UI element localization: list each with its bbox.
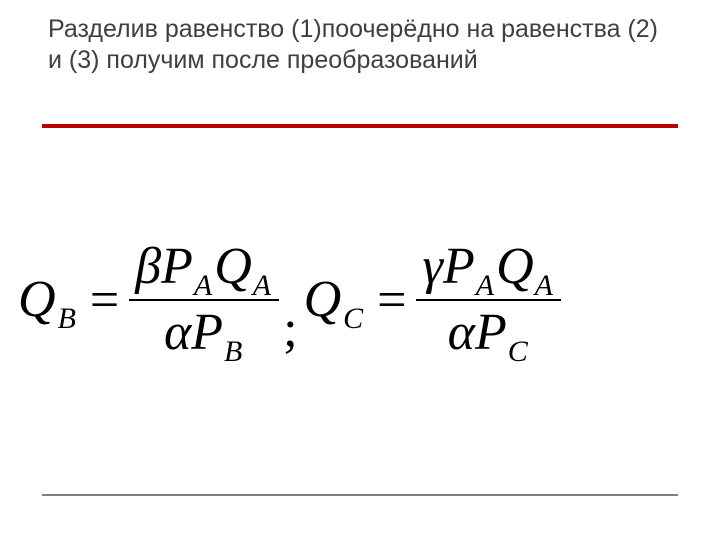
- eq2-denominator: α P C: [442, 305, 536, 361]
- eq2-num-greek: γ: [422, 241, 443, 293]
- eq1-den-greek: α: [164, 307, 191, 359]
- eq1-den-v1: P: [191, 307, 223, 359]
- slide: Разделив равенство (1)поочерёдно на раве…: [0, 0, 720, 540]
- eq1-den-s1: B: [224, 337, 242, 367]
- equation-row: Q B = β P A Q A α P B ;: [18, 215, 708, 385]
- title-underline: [42, 124, 678, 128]
- eq1-lhs: Q B: [18, 274, 76, 326]
- bottom-divider: [42, 494, 678, 496]
- eq2-num-v1: P: [443, 241, 475, 293]
- formula-block: Q B = β P A Q A α P B ;: [18, 215, 708, 385]
- eq2-fraction: γ P A Q A α P C: [416, 239, 560, 362]
- equation-separator: ;: [283, 300, 297, 359]
- eq1-lhs-var: Q: [18, 274, 56, 326]
- eq1-num-s2: A: [253, 271, 271, 301]
- eq1-denominator: α P B: [158, 305, 250, 361]
- eq1-fraction: β P A Q A α P B: [129, 239, 279, 362]
- eq2-lhs-sub: C: [343, 302, 363, 336]
- eq2-equals: =: [377, 271, 406, 330]
- eq2-num-s2: A: [535, 271, 553, 301]
- eq2-den-s1: C: [508, 337, 528, 367]
- eq2-num-s1: A: [476, 271, 494, 301]
- eq1-equals: =: [90, 271, 119, 330]
- eq2-numerator: γ P A Q A: [416, 239, 560, 295]
- eq1-num-s1: A: [194, 271, 212, 301]
- eq2-lhs: Q C: [304, 274, 364, 326]
- eq1-num-greek: β: [135, 241, 161, 293]
- eq1-lhs-sub: B: [58, 302, 76, 336]
- eq1-numerator: β P A Q A: [129, 239, 279, 295]
- eq1-num-v1: P: [161, 241, 193, 293]
- eq2-lhs-var: Q: [304, 274, 342, 326]
- eq2-den-greek: α: [448, 307, 475, 359]
- slide-title: Разделив равенство (1)поочерёдно на раве…: [48, 14, 678, 75]
- eq2-num-v2: Q: [496, 241, 534, 293]
- eq1-num-v2: Q: [214, 241, 252, 293]
- eq2-den-v1: P: [475, 307, 507, 359]
